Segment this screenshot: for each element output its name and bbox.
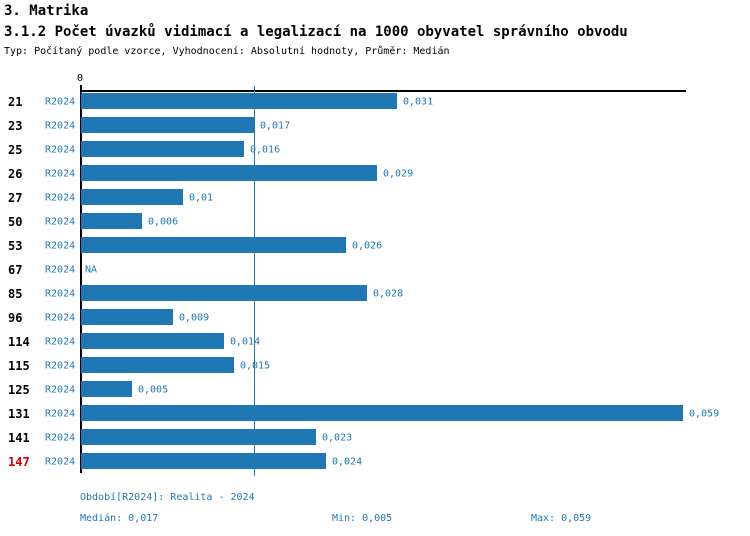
section-title: 3. Matrika — [4, 3, 89, 19]
median-reference-line — [254, 86, 255, 476]
bar-value-label: 0,015 — [240, 360, 271, 372]
bar-value-label: 0,028 — [373, 288, 404, 300]
row-category-label: 85 — [8, 287, 23, 301]
bar-value-label: 0,024 — [332, 456, 363, 468]
row-period-label: R2024 — [45, 432, 76, 444]
footer-min-value: Min: 0,005 — [332, 513, 393, 524]
row-category-label: 23 — [8, 119, 23, 133]
bar — [81, 93, 397, 109]
row-period-label: R2024 — [45, 240, 76, 252]
bar-value-label: NA — [85, 264, 98, 276]
row-period-label: R2024 — [45, 216, 76, 228]
bar — [81, 453, 326, 469]
bar-value-label: 0,01 — [189, 192, 214, 204]
row-period-label: R2024 — [45, 384, 76, 396]
bar-row: 21 R2024 0,031 — [0, 90, 750, 114]
row-category-label: 96 — [8, 311, 23, 325]
bar-row: 50 R2024 0,006 — [0, 210, 750, 234]
bar-value-label: 0,009 — [179, 312, 210, 324]
bar-row: 53 R2024 0,026 — [0, 234, 750, 258]
bar-row: 96 R2024 0,009 — [0, 306, 750, 330]
bar-row: 67 R2024 NA — [0, 258, 750, 282]
row-period-label: R2024 — [45, 168, 76, 180]
row-period-label: R2024 — [45, 456, 76, 468]
row-period-label: R2024 — [45, 264, 76, 276]
bar-rows: 21 R2024 0,031 23 R2024 0,017 25 R2024 0,016 26 R2… — [0, 90, 750, 474]
bar-row: 27 R2024 0,01 — [0, 186, 750, 210]
row-period-label: R2024 — [45, 96, 76, 108]
bar — [81, 117, 254, 133]
bar — [81, 429, 316, 445]
bar — [81, 333, 224, 349]
bar — [81, 405, 683, 421]
bar — [81, 357, 234, 373]
row-period-label: R2024 — [45, 288, 76, 300]
row-category-label: 114 — [8, 335, 30, 349]
x-axis-zero-tick-label: 0 — [76, 73, 84, 84]
chart-subtitle: Typ: Počítaný podle vzorce, Vyhodnocení:… — [4, 46, 450, 57]
row-category-label: 53 — [8, 239, 23, 253]
bar-row: 147 R2024 0,024 — [0, 450, 750, 474]
row-category-label: 147 — [8, 455, 30, 469]
row-category-label: 26 — [8, 167, 23, 181]
row-category-label: 25 — [8, 143, 23, 157]
bar-row: 23 R2024 0,017 — [0, 114, 750, 138]
row-category-label: 131 — [8, 407, 30, 421]
bar-row: 131 R2024 0,059 — [0, 402, 750, 426]
row-category-label: 115 — [8, 359, 30, 373]
row-period-label: R2024 — [45, 192, 76, 204]
row-category-label: 67 — [8, 263, 23, 277]
bar-value-label: 0,017 — [260, 120, 291, 132]
bar — [81, 189, 183, 205]
bar-row: 85 R2024 0,028 — [0, 282, 750, 306]
bar — [81, 141, 244, 157]
bar — [81, 309, 173, 325]
row-category-label: 141 — [8, 431, 30, 445]
bar-value-label: 0,005 — [138, 384, 169, 396]
footer-median-value: Medián: 0,017 — [80, 513, 159, 524]
bar-value-label: 0,023 — [322, 432, 353, 444]
bar-chart: 0 21 R2024 0,031 23 R2024 0,017 25 R2024 0,016 26… — [0, 73, 750, 476]
row-period-label: R2024 — [45, 336, 76, 348]
row-category-label: 27 — [8, 191, 23, 205]
bar — [81, 237, 346, 253]
bar-row: 125 R2024 0,005 — [0, 378, 750, 402]
bar — [81, 381, 132, 397]
bar-row: 141 R2024 0,023 — [0, 426, 750, 450]
row-category-label: 21 — [8, 95, 23, 109]
footer-period-label: Období[R2024]: Realita - 2024 — [80, 492, 255, 503]
bar-value-label: 0,026 — [352, 240, 383, 252]
row-period-label: R2024 — [45, 120, 76, 132]
bar — [81, 213, 142, 229]
bar-value-label: 0,016 — [250, 144, 281, 156]
x-axis-line — [80, 90, 686, 92]
bar — [81, 165, 377, 181]
bar-row: 115 R2024 0,015 — [0, 354, 750, 378]
bar-value-label: 0,014 — [230, 336, 261, 348]
bar-value-label: 0,031 — [403, 96, 434, 108]
chart-title: 3.1.2 Počet úvazků vidimací a legalizací… — [4, 24, 628, 40]
bar-row: 26 R2024 0,029 — [0, 162, 750, 186]
bar-value-label: 0,029 — [383, 168, 414, 180]
row-period-label: R2024 — [45, 144, 76, 156]
row-category-label: 125 — [8, 383, 30, 397]
bar-value-label: 0,006 — [148, 216, 179, 228]
y-axis-line — [80, 90, 82, 473]
footer-max-value: Max: 0,059 — [531, 513, 592, 524]
bar — [81, 285, 367, 301]
bar-row: 25 R2024 0,016 — [0, 138, 750, 162]
x-axis-zero-tick — [80, 85, 82, 91]
bar-row: 114 R2024 0,014 — [0, 330, 750, 354]
row-period-label: R2024 — [45, 408, 76, 420]
row-period-label: R2024 — [45, 312, 76, 324]
row-category-label: 50 — [8, 215, 23, 229]
bar-value-label: 0,059 — [689, 408, 720, 420]
row-period-label: R2024 — [45, 360, 76, 372]
